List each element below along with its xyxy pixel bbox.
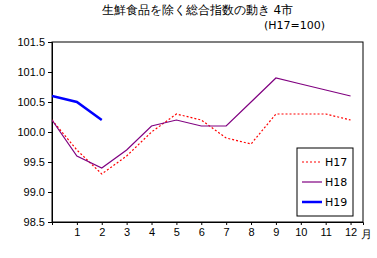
y-axis: 98.5 99.0 99.5 100.0 100.5 101.0 101.5 [17, 36, 52, 228]
x-tick: 3 [124, 222, 130, 238]
x-tick-mark [77, 222, 78, 225]
y-tick-label: 98.5 [24, 216, 45, 228]
y-tick-mark [48, 132, 52, 133]
x-tick: 1 [74, 222, 80, 238]
x-tick: 9 [273, 222, 279, 238]
y-tick-label: 99.0 [24, 186, 45, 198]
x-axis-label: 月 [361, 228, 372, 241]
y-tick: 98.5 [24, 216, 52, 228]
x-tick: 4 [149, 222, 155, 238]
legend-swatch [302, 161, 322, 162]
x-tick-label: 11 [320, 226, 331, 238]
legend-label: H17 [325, 156, 347, 169]
x-tick: 6 [199, 222, 205, 238]
x-tick-label: 12 [345, 226, 357, 238]
x-tick-mark [351, 222, 352, 225]
y-tick-mark [48, 42, 52, 43]
subtitle: (H17=100) [264, 19, 325, 32]
legend-swatch [302, 201, 322, 204]
x-tick-label: 8 [248, 226, 254, 238]
y-tick: 101.5 [17, 36, 52, 48]
x-tick-mark [226, 222, 227, 225]
y-axis-line [48, 43, 53, 223]
x-tick-label: 1 [74, 226, 80, 238]
x-tick-mark [102, 222, 103, 225]
x-tick: 10 [295, 222, 307, 238]
legend-label: H19 [325, 196, 347, 209]
x-tick-mark [201, 222, 202, 225]
title: 生鮮食品を除く総合指数の動き 4市 [102, 3, 293, 17]
legend-box [297, 148, 353, 216]
x-tick-mark [326, 222, 327, 225]
x-tick-label: 4 [149, 226, 155, 238]
x-tick-label: 2 [99, 226, 105, 238]
legend: H17 H18 H19 [297, 148, 353, 216]
x-tick: 7 [224, 222, 230, 238]
x-axis: 123456789101112 [53, 222, 364, 238]
y-tick: 100.0 [17, 126, 52, 138]
y-tick-label: 100.0 [17, 126, 45, 138]
x-tick-mark [276, 222, 277, 225]
legend-label: H18 [325, 176, 347, 189]
x-tick-mark [251, 222, 252, 225]
x-tick-label: 10 [295, 226, 307, 238]
y-tick-mark [48, 162, 52, 163]
y-tick-label: 101.5 [17, 36, 45, 48]
x-tick-label: 5 [174, 226, 180, 238]
x-axis-line [53, 223, 364, 226]
series-line [52, 96, 102, 120]
x-tick-mark [176, 222, 177, 225]
y-tick-mark [48, 192, 52, 193]
plot-frame [52, 42, 363, 222]
chart: 生鮮食品を除く総合指数の動き 4市 (H17=100) 98.5 99.0 99.5 10… [0, 0, 377, 258]
y-tick: 101.0 [17, 66, 52, 78]
x-tick: 11 [320, 222, 331, 238]
x-tick: 8 [248, 222, 254, 238]
x-tick-label: 3 [124, 226, 130, 238]
x-tick-label: 9 [273, 226, 279, 238]
x-tick-mark [301, 222, 302, 225]
x-tick-label: 6 [199, 226, 205, 238]
x-tick-mark [152, 222, 153, 225]
y-tick-label: 101.0 [17, 66, 45, 78]
x-tick-label: 7 [224, 226, 230, 238]
y-tick: 99.0 [24, 186, 52, 198]
y-tick-mark [48, 102, 52, 103]
y-tick-mark [48, 72, 52, 73]
y-tick: 100.5 [17, 96, 52, 108]
x-tick: 12 [345, 222, 357, 238]
x-tick-mark [127, 222, 128, 225]
y-tick-label: 100.5 [17, 96, 45, 108]
legend-swatch [302, 181, 322, 182]
x-tick: 5 [174, 222, 180, 238]
y-tick-label: 99.5 [24, 156, 45, 168]
y-tick: 99.5 [24, 156, 52, 168]
y-tick-mark [48, 222, 52, 223]
x-tick: 2 [99, 222, 105, 238]
